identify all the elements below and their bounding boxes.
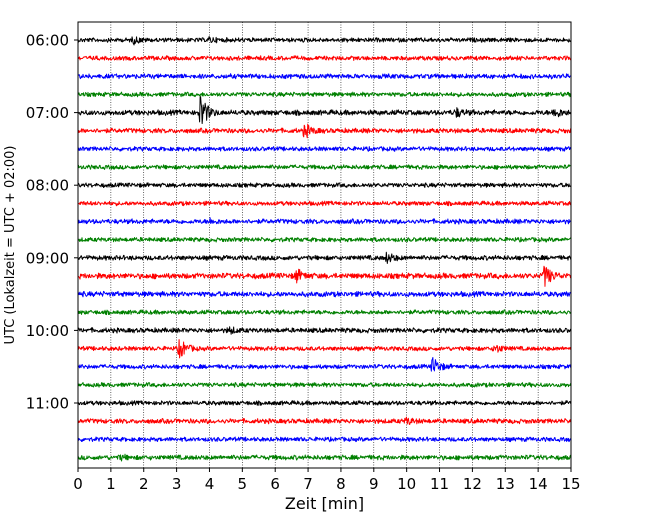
trace-0600: [77, 35, 572, 46]
y-tick-label: 11:00: [26, 395, 69, 413]
x-tick-label: 0: [73, 475, 83, 493]
x-tick-label: 14: [529, 475, 548, 493]
x-tick-label: 13: [496, 475, 515, 493]
x-tick-label: 5: [238, 475, 248, 493]
trace-1100: [77, 400, 572, 406]
y-tick-label: 09:00: [26, 249, 69, 267]
x-tick-label: 8: [336, 475, 346, 493]
trace-1015: [77, 339, 572, 359]
trace-0715: [77, 123, 572, 139]
y-tick-label: 10:00: [26, 322, 69, 340]
trace-0615: [77, 55, 572, 62]
y-tick-label: 07:00: [26, 104, 69, 122]
x-tick-label: 15: [561, 475, 580, 493]
trace-0700: [77, 96, 572, 125]
y-axis-ticks: 06:00 07:00 08:00 09:00 10:00 11:00: [26, 32, 78, 413]
trace-1145: [77, 453, 572, 462]
trace-0630: [77, 73, 572, 80]
x-tick-label: 3: [172, 475, 182, 493]
trace-0730: [77, 146, 572, 152]
x-tick-label: 7: [303, 475, 313, 493]
trace-0930: [77, 290, 572, 298]
trace-1115: [77, 416, 572, 425]
trace-0900: [77, 251, 572, 264]
trace-0645: [78, 91, 572, 98]
y-axis-label: UTC (Lokalzeit = UTC + 02:00): [3, 146, 18, 345]
seismogram-traces: [77, 35, 572, 462]
trace-1130: [77, 436, 572, 443]
trace-0845: [77, 236, 572, 243]
minute-gridlines: [110, 22, 539, 468]
x-axis-ticks: 0 1 2 3 4 5 6 7 8 9 10 11 12 13 14 15: [73, 468, 581, 493]
trace-0830: [77, 217, 572, 225]
trace-0800: [77, 182, 572, 188]
x-tick-label: 12: [463, 475, 482, 493]
trace-0815: [77, 200, 572, 207]
x-axis-label: Zeit [min]: [285, 494, 364, 513]
x-tick-label: 1: [106, 475, 116, 493]
trace-0945: [77, 309, 572, 316]
trace-0745: [77, 164, 572, 170]
y-tick-label: 08:00: [26, 177, 69, 195]
trace-0915: [77, 265, 572, 287]
trace-1045: [77, 382, 572, 388]
plot-frame: [77, 21, 572, 469]
x-tick-label: 6: [270, 475, 280, 493]
trace-1000: [77, 326, 572, 335]
x-tick-label: 4: [205, 475, 215, 493]
y-tick-label: 06:00: [26, 32, 69, 50]
x-tick-label: 10: [397, 475, 416, 493]
x-tick-label: 9: [369, 475, 379, 493]
x-tick-label: 2: [139, 475, 149, 493]
x-tick-label: 11: [430, 475, 449, 493]
trace-1030: [77, 357, 572, 372]
